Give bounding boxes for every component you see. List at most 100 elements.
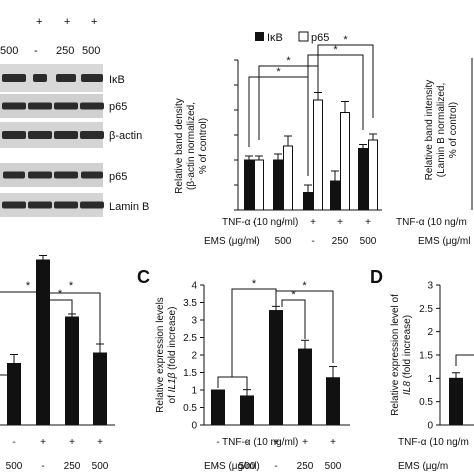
chart-top-nuclear: Relative band intensity (Lamin B normali… [396,58,473,247]
c-ytick-label-4: 2 [191,351,197,362]
b-bar-2 [36,259,50,426]
b-ems-cell-2: - [41,461,44,472]
blot-label-ikb: IκB [109,74,125,86]
c-bar-1 [211,389,225,426]
nuclear-ems-row-label: EMS (μg/ml [418,236,470,247]
chart-panel-c: C Relative expression levels of IL1β (fo… [137,267,350,472]
blot-band-actin-2 [28,131,52,139]
blot-label-p65-a: p65 [109,101,127,113]
top-ems-cell-3: - [311,236,314,247]
chart-panel-d: D Relative expression level of IL8 (fold… [370,267,474,472]
b-bar-1 [7,363,21,426]
c-ytick-label-6: 3 [191,316,197,327]
c-ems-cell-1: - [216,461,219,472]
blot-header-sign-3: + [91,16,97,28]
b-ems-cell-3: 250 [64,461,81,472]
top-sig-2-star: * [286,55,291,67]
top-bar-p65-2 [283,145,293,211]
top-sig-3-star: * [333,44,338,56]
d-bar-1 [449,377,463,426]
blot-band-ikb-3 [56,74,76,82]
blot-band-laminb-3 [54,201,78,209]
c-ytick-label-7: 3.5 [183,298,197,309]
c-ylabel-line1: Relative expression levels [155,297,166,413]
b-sig-1-star: * [26,280,31,292]
top-tnf-cell-5: + [365,217,371,228]
top-bar-p65-3 [313,99,323,211]
d-ytick-label-6: 3 [427,281,433,292]
blot-band-p65-a-2 [28,102,52,110]
blot-band-laminb-4 [80,201,104,209]
c-sig-3 [275,290,334,363]
blot-band-p65-b-3 [54,171,78,179]
blot-band-actin-1 [2,131,26,139]
b-tnf-cell-3: + [69,437,75,448]
c-bar-4 [298,348,312,426]
top-sig-3 [307,54,364,176]
chart-panel-b: * * * - 500 + - +250 +500 [0,255,115,472]
blot-header-dose-2: - [34,45,38,57]
b-sig-2 [42,292,101,370]
blot-header-sign-1: + [36,16,42,28]
c-ytick-label-3: 1.5 [183,368,197,379]
top-tnf-cell-4: + [337,217,343,228]
d-tnf-row-label: TNF-α (10 ng/m [398,437,469,448]
c-sig-3-star: * [302,280,307,292]
d-ytick-label-2: 1 [427,374,433,385]
top-ylabel-line1: Relative band density [174,98,185,194]
panel-label-d: D [370,267,383,287]
top-ems-cell-4: 250 [332,236,349,247]
b-tnf-cell-1: - [12,437,15,448]
top-bar-ikb-2 [273,159,283,211]
blot-band-ikb-2 [33,74,47,82]
blot-band-actin-4 [80,131,104,139]
d-ytick-label-4: 2 [427,327,433,338]
b-ems-cell-4: 500 [92,461,109,472]
b-sig-3 [48,299,73,345]
c-ytick-label-2: 1 [191,386,197,397]
c-sig-1-star: * [252,278,257,290]
c-ems-row-label: EMS (μg/ml) [204,461,260,472]
c-ems-cell-4: 250 [297,461,314,472]
blot-band-p65-b-2 [28,171,52,179]
c-bar-3 [269,310,283,426]
d-baseline-bracket [455,354,474,366]
c-sig-2-star: * [291,289,296,301]
nuclear-ylabel-line3: % of control) [448,102,459,158]
c-sig-2 [281,299,306,339]
legend-swatch-ikb [255,32,264,41]
b-ems-cell-1: 500 [6,461,23,472]
d-ytick-label-1: 0.5 [419,397,433,408]
c-ylabel-line2: of IL1β (fold increase) [167,307,178,404]
top-ems-cell-1: - [252,236,255,247]
top-sig-1-star: * [276,66,281,78]
b-tnf-cell-2: + [40,437,46,448]
c-bar-2 [240,395,254,426]
d-ylabel-line2: IL8 (fold increase) [402,315,413,395]
top-bar-ikb-4 [330,180,340,211]
nuclear-tnf-row-label: TNF-α (10 ng/m [396,217,467,228]
b-tnf-cell-4: + [97,437,103,448]
blot-label-laminb: Lamin B [109,201,149,213]
top-bar-ikb-3 [303,192,313,211]
blot-band-ikb-4 [81,74,103,82]
blot-header-dose-4: 500 [82,45,100,57]
blot-label-p65-b: p65 [109,171,127,183]
c-tnf-cell-1: - [216,437,219,448]
c-ytick-label-1: 0.5 [183,403,197,414]
top-tnf-cell-2: - [281,217,284,228]
blot-header-sign-2: + [64,16,70,28]
c-ems-cell-3: - [274,461,277,472]
legend-label-p65: p65 [311,32,329,44]
c-baseline-bracket [217,376,248,390]
top-ylabel-line2: (β-actin normalized, [186,102,197,190]
top-ems-cell-2: 500 [275,236,292,247]
d-ylabel-line1: Relative expression level of [390,294,401,416]
blot-header-dose-3: 250 [56,45,74,57]
top-tnf-row-label: TNF-α (10 ng/ml) [222,217,298,228]
blot-band-ikb-1 [2,74,26,82]
top-sig-4-star: * [343,34,348,46]
d-ytick-label-5: 2.5 [419,304,433,315]
d-ytick-label-0: 0 [427,421,433,432]
blot-band-p65-b-1 [3,171,25,179]
